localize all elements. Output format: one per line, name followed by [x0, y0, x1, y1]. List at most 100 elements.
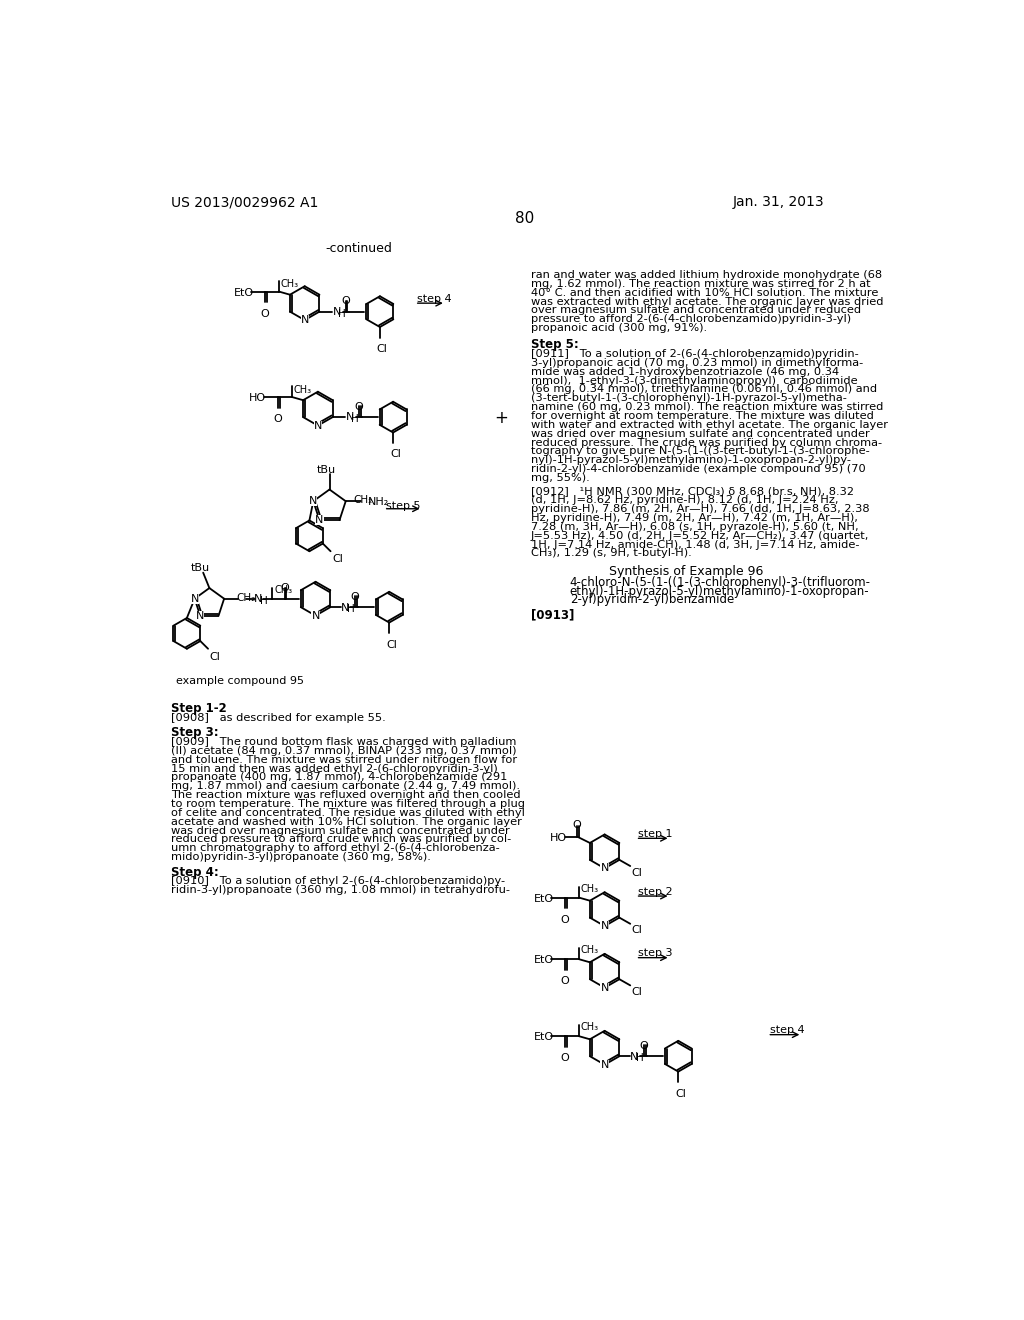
- Text: of celite and concentrated. The residue was diluted with ethyl: of celite and concentrated. The residue …: [171, 808, 524, 818]
- Text: O: O: [560, 1053, 569, 1063]
- Text: H: H: [260, 595, 267, 606]
- Text: was dried over magnesium sulfate and concentrated under: was dried over magnesium sulfate and con…: [171, 825, 509, 836]
- Text: was extracted with ethyl acetate. The organic layer was dried: was extracted with ethyl acetate. The or…: [531, 297, 884, 306]
- Text: Step 1-2: Step 1-2: [171, 702, 226, 715]
- Text: [0909]   The round bottom flask was charged with palladium: [0909] The round bottom flask was charge…: [171, 737, 516, 747]
- Text: N: N: [190, 594, 199, 603]
- Text: Step 5:: Step 5:: [531, 338, 579, 351]
- Text: Jan. 31, 2013: Jan. 31, 2013: [732, 195, 824, 210]
- Text: O: O: [572, 820, 582, 830]
- Text: mido)pyridin-3-yl)propanoate (360 mg, 58%).: mido)pyridin-3-yl)propanoate (360 mg, 58…: [171, 853, 430, 862]
- Text: pyridine-H), 7.86 (m, 2H, Ar—H), 7.66 (dd, 1H, J=8.63, 2.38: pyridine-H), 7.86 (m, 2H, Ar—H), 7.66 (d…: [531, 504, 869, 513]
- Text: 80: 80: [515, 211, 535, 226]
- Text: example compound 95: example compound 95: [176, 676, 304, 686]
- Text: Synthesis of Example 96: Synthesis of Example 96: [609, 565, 763, 578]
- Text: +: +: [494, 409, 508, 426]
- Text: ridin-3-yl)propanoate (360 mg, 1.08 mmol) in tetrahydrofu-: ridin-3-yl)propanoate (360 mg, 1.08 mmol…: [171, 886, 510, 895]
- Text: H: H: [636, 1053, 643, 1063]
- Text: J=5.53 Hz), 4.50 (d, 2H, J=5.52 Hz, Ar—CH₂), 3.47 (quartet,: J=5.53 Hz), 4.50 (d, 2H, J=5.52 Hz, Ar—C…: [531, 531, 869, 541]
- Text: N: N: [600, 1060, 609, 1069]
- Text: 2-yl)pyridin-2-yl)benzamide: 2-yl)pyridin-2-yl)benzamide: [569, 594, 734, 606]
- Text: step 2: step 2: [638, 887, 673, 896]
- Text: CH₃: CH₃: [294, 385, 312, 395]
- Text: N: N: [315, 515, 324, 525]
- Text: step 1: step 1: [638, 829, 673, 840]
- Text: -continued: -continued: [326, 242, 392, 255]
- Text: O: O: [341, 296, 350, 306]
- Text: EtO: EtO: [535, 956, 554, 965]
- Text: Cl: Cl: [332, 554, 343, 565]
- Text: Cl: Cl: [386, 639, 397, 649]
- Text: H: H: [351, 414, 359, 424]
- Text: Cl: Cl: [210, 652, 220, 661]
- Text: O: O: [560, 977, 569, 986]
- Text: O: O: [260, 309, 269, 318]
- Text: to room temperature. The mixture was filtered through a plug: to room temperature. The mixture was fil…: [171, 799, 524, 809]
- Text: N: N: [313, 421, 323, 430]
- Text: [0912]   ¹H NMR (300 MHz, CDCl₃) δ 8.68 (br.s, NH), 8.32: [0912] ¹H NMR (300 MHz, CDCl₃) δ 8.68 (b…: [531, 487, 854, 496]
- Text: CH₃: CH₃: [581, 945, 599, 956]
- Text: reduced pressure to afford crude which was purified by col-: reduced pressure to afford crude which w…: [171, 834, 511, 845]
- Text: step 4: step 4: [417, 294, 452, 304]
- Text: CH₂: CH₂: [237, 593, 256, 602]
- Text: EtO: EtO: [234, 288, 254, 298]
- Text: umn chromatography to afford ethyl 2-(6-(4-chlorobenza-: umn chromatography to afford ethyl 2-(6-…: [171, 843, 500, 853]
- Text: step 4: step 4: [770, 1026, 804, 1035]
- Text: N: N: [600, 863, 609, 874]
- Text: N: N: [309, 496, 317, 506]
- Text: O: O: [280, 583, 289, 593]
- Text: EtO: EtO: [535, 1032, 554, 1043]
- Text: reduced pressure. The crude was purified by column chroma-: reduced pressure. The crude was purified…: [531, 437, 882, 447]
- Text: O: O: [640, 1040, 648, 1051]
- Text: nyl)-1H-pyrazol-5-yl)methylamino)-1-oxopropan-2-yl)py-: nyl)-1H-pyrazol-5-yl)methylamino)-1-oxop…: [531, 455, 851, 465]
- Text: [0910]   To a solution of ethyl 2-(6-(4-chlorobenzamido)py-: [0910] To a solution of ethyl 2-(6-(4-ch…: [171, 876, 505, 887]
- Text: N: N: [254, 594, 262, 605]
- Text: pressure to afford 2-(6-(4-chlorobenzamido)pyridin-3-yl): pressure to afford 2-(6-(4-chlorobenzami…: [531, 314, 851, 325]
- Text: mg, 1.87 mmol) and caesium carbonate (2.44 g, 7.49 mmol).: mg, 1.87 mmol) and caesium carbonate (2.…: [171, 781, 519, 791]
- Text: ran and water was added lithium hydroxide monohydrate (68: ran and water was added lithium hydroxid…: [531, 271, 882, 280]
- Text: tBu: tBu: [317, 465, 336, 475]
- Text: mg, 1.62 mmol). The reaction mixture was stirred for 2 h at: mg, 1.62 mmol). The reaction mixture was…: [531, 279, 870, 289]
- Text: (3-tert-butyl-1-(3-chlorophenyl)-1H-pyrazol-5-yl)metha-: (3-tert-butyl-1-(3-chlorophenyl)-1H-pyra…: [531, 393, 847, 403]
- Text: ethyl)-1H-pyrazol-5-yl)methylamino)-1-oxopropan-: ethyl)-1H-pyrazol-5-yl)methylamino)-1-ox…: [569, 585, 869, 598]
- Text: 40° C. and then acidified with 10% HCl solution. The mixture: 40° C. and then acidified with 10% HCl s…: [531, 288, 879, 298]
- Text: Cl: Cl: [632, 987, 643, 997]
- Text: N: N: [311, 611, 319, 620]
- Text: Cl: Cl: [377, 345, 388, 354]
- Text: over magnesium sulfate and concentrated under reduced: over magnesium sulfate and concentrated …: [531, 305, 861, 315]
- Text: HO: HO: [249, 393, 266, 403]
- Text: Hz, pyridine-H), 7.49 (m, 2H, Ar—H), 7.42 (m, 1H, Ar—H),: Hz, pyridine-H), 7.49 (m, 2H, Ar—H), 7.4…: [531, 513, 858, 523]
- Text: namine (60 mg, 0.23 mmol). The reaction mixture was stirred: namine (60 mg, 0.23 mmol). The reaction …: [531, 403, 884, 412]
- Text: Cl: Cl: [632, 925, 643, 936]
- Text: 1H, J=7.14 Hz, amide-CH), 1.48 (d, 3H, J=7.14 Hz, amide-: 1H, J=7.14 Hz, amide-CH), 1.48 (d, 3H, J…: [531, 540, 859, 549]
- Text: [0913]: [0913]: [531, 609, 574, 622]
- Text: (II) acetate (84 mg, 0.37 mmol), BINAP (233 mg, 0.37 mmol): (II) acetate (84 mg, 0.37 mmol), BINAP (…: [171, 746, 516, 756]
- Text: was dried over magnesium sulfate and concentrated under: was dried over magnesium sulfate and con…: [531, 429, 869, 438]
- Text: N: N: [333, 308, 341, 317]
- Text: with water and extracted with ethyl acetate. The organic layer: with water and extracted with ethyl acet…: [531, 420, 888, 430]
- Text: ridin-2-yl)-4-chlorobenzamide (example compound 95) (70: ridin-2-yl)-4-chlorobenzamide (example c…: [531, 465, 865, 474]
- Text: step 5: step 5: [386, 502, 421, 511]
- Text: 3-yl)propanoic acid (70 mg, 0.23 mmol) in dimethylforma-: 3-yl)propanoic acid (70 mg, 0.23 mmol) i…: [531, 358, 863, 368]
- Text: CH₃: CH₃: [581, 884, 599, 894]
- Text: N: N: [300, 315, 309, 325]
- Text: acetate and washed with 10% HCl solution. The organic layer: acetate and washed with 10% HCl solution…: [171, 817, 521, 826]
- Text: N: N: [196, 611, 205, 620]
- Text: tography to give pure N-(5-(1-((3-tert-butyl-1-(3-chlorophe-: tography to give pure N-(5-(1-((3-tert-b…: [531, 446, 869, 457]
- Text: Cl: Cl: [632, 867, 643, 878]
- Text: N: N: [600, 921, 609, 931]
- Text: (66 mg, 0.34 mmol), triethylamine (0.06 ml, 0.46 mmol) and: (66 mg, 0.34 mmol), triethylamine (0.06 …: [531, 384, 878, 395]
- Text: H: H: [338, 309, 346, 318]
- Text: step 3: step 3: [638, 949, 673, 958]
- Text: CH₂: CH₂: [353, 495, 373, 506]
- Text: O: O: [350, 591, 359, 602]
- Text: CH₃: CH₃: [281, 280, 299, 289]
- Text: [0908]   as described for example 55.: [0908] as described for example 55.: [171, 713, 385, 723]
- Text: HO: HO: [550, 833, 567, 843]
- Text: propanoate (400 mg, 1.87 mmol), 4-chlorobenzamide (291: propanoate (400 mg, 1.87 mmol), 4-chloro…: [171, 772, 507, 783]
- Text: N: N: [600, 982, 609, 993]
- Text: mide was added 1-hydroxybenzotriazole (46 mg, 0.34: mide was added 1-hydroxybenzotriazole (4…: [531, 367, 839, 376]
- Text: mmol),  1-ethyl-3-(3-dimethylaminopropyl)  carbodiimide: mmol), 1-ethyl-3-(3-dimethylaminopropyl)…: [531, 376, 858, 385]
- Text: 4-chloro-N-(5-(1-((1-(3-chlorophenyl)-3-(trifluorom-: 4-chloro-N-(5-(1-((1-(3-chlorophenyl)-3-…: [569, 576, 870, 589]
- Text: 7.28 (m, 3H, Ar—H), 6.08 (s, 1H, pyrazole-H), 5.60 (t, NH,: 7.28 (m, 3H, Ar—H), 6.08 (s, 1H, pyrazol…: [531, 521, 859, 532]
